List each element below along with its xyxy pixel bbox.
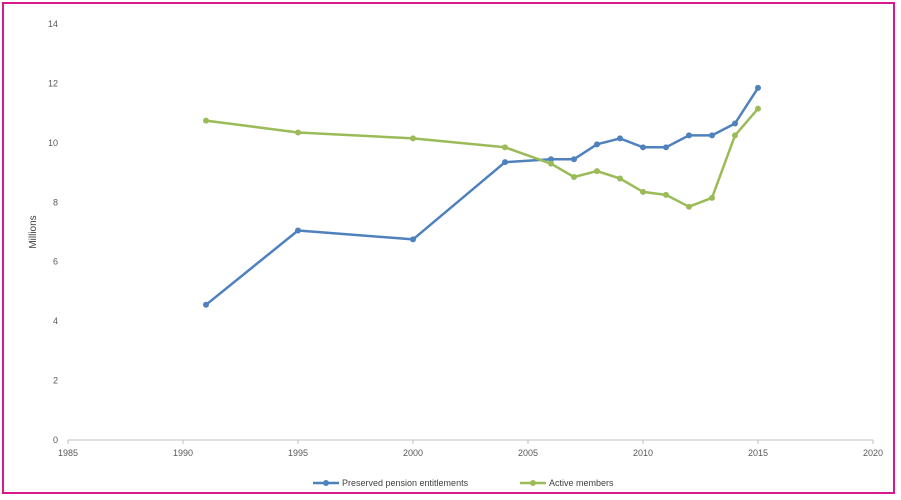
data-point: [732, 120, 738, 127]
data-point: [617, 175, 623, 182]
data-point: [663, 191, 669, 198]
legend-label: Preserved pension entitlements: [342, 478, 469, 488]
y-tick-label: 10: [48, 138, 58, 148]
data-point: [617, 135, 623, 142]
data-point: [571, 174, 577, 181]
data-point: [548, 160, 554, 167]
x-tick-label: 1990: [173, 448, 193, 458]
data-point: [640, 144, 646, 151]
data-point: [203, 117, 209, 124]
data-point: [203, 301, 209, 308]
data-point: [410, 236, 416, 243]
y-tick-label: 8: [53, 197, 58, 207]
data-point: [295, 227, 301, 234]
axes: 1985 1990 1995 2000 2005 2010 2015 2020 0 2 4 6 8 10 1…: [48, 19, 883, 458]
x-tick-label: 2015: [748, 448, 768, 458]
data-point: [709, 194, 715, 201]
y-tick-label: 4: [53, 316, 58, 326]
data-point: [594, 141, 600, 148]
x-tick-label: 2000: [403, 448, 423, 458]
y-tick-label: 2: [53, 376, 58, 386]
data-point: [594, 168, 600, 175]
data-point: [755, 84, 761, 91]
legend: Preserved pension entitlements Active mem…: [313, 478, 614, 488]
data-point: [732, 132, 738, 139]
series-2: [203, 105, 761, 210]
x-tick-label: 2010: [633, 448, 653, 458]
y-tick-label: 14: [48, 19, 58, 29]
y-tick-label: 12: [48, 78, 58, 88]
data-point: [502, 159, 508, 166]
data-point: [502, 144, 508, 151]
data-point: [571, 156, 577, 163]
data-point: [709, 132, 715, 139]
data-point: [640, 188, 646, 195]
chart-frame: [2, 2, 895, 494]
legend-marker: [323, 480, 329, 486]
data-point: [686, 132, 692, 139]
legend-marker: [530, 480, 536, 486]
data-point: [548, 156, 554, 163]
data-point: [410, 135, 416, 142]
y-axis-title: Millions: [28, 215, 39, 248]
data-point: [295, 129, 301, 136]
legend-item-1: Preserved pension entitlements: [313, 478, 469, 488]
data-point: [686, 203, 692, 210]
series-line: [205, 107, 759, 208]
data-point: [663, 144, 669, 151]
x-tick-label: 2005: [518, 448, 538, 458]
data-point: [755, 105, 761, 112]
series-line: [205, 87, 760, 306]
legend-item-2: Active members: [520, 478, 614, 488]
y-tick-label: 0: [53, 435, 58, 445]
x-tick-label: 1995: [288, 448, 308, 458]
y-tick-label: 6: [53, 257, 58, 267]
legend-label: Active members: [549, 478, 614, 488]
y-axis-title-group: Millions: [28, 215, 39, 248]
series-layer: [203, 84, 761, 308]
x-tick-label: 2020: [863, 448, 883, 458]
series-1: [203, 84, 761, 308]
x-tick-label: 1985: [58, 448, 78, 458]
